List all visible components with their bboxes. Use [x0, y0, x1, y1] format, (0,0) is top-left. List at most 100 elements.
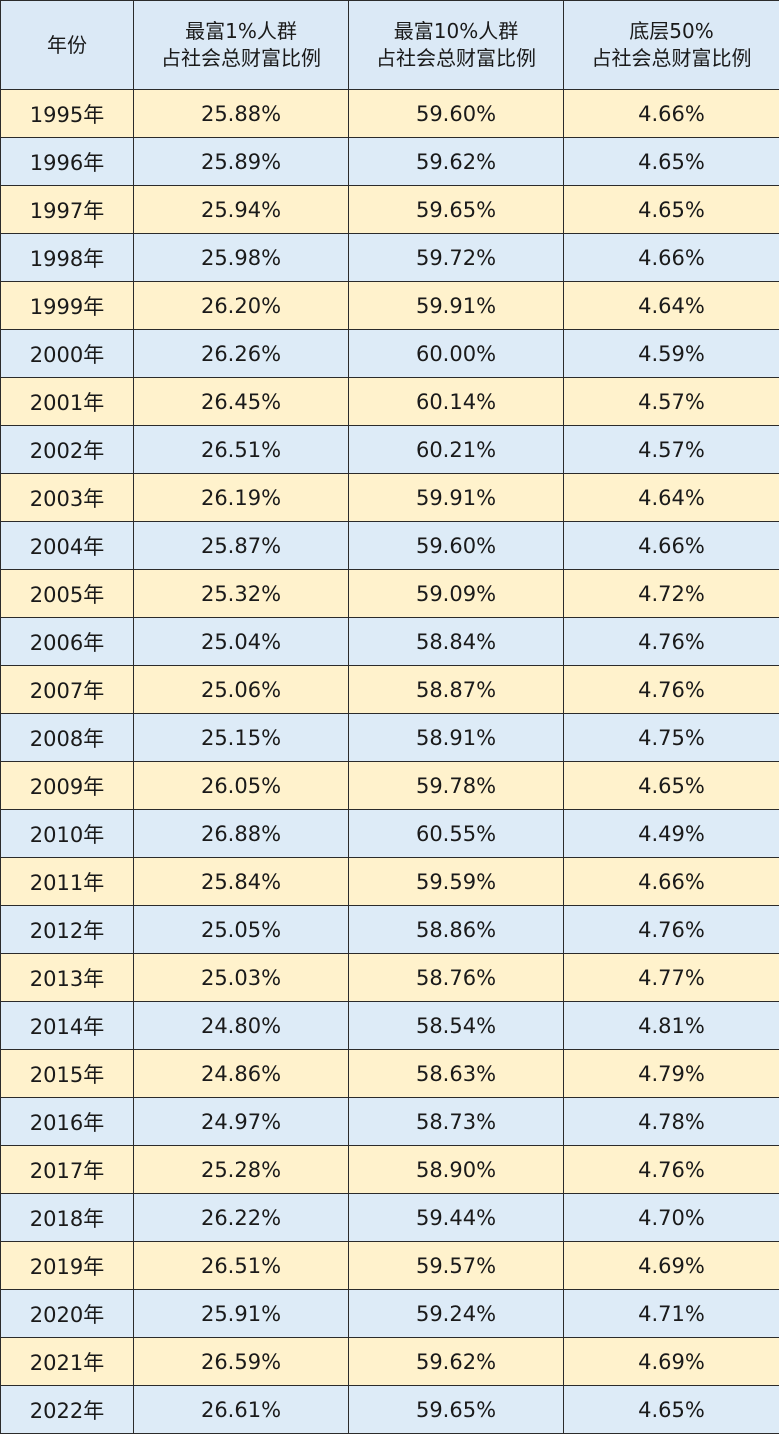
- bottom50-share-cell: 4.81%: [563, 1001, 779, 1050]
- bottom50-share-cell: 4.64%: [563, 281, 779, 330]
- table-row: 2010年 26.88% 60.55% 4.49%: [0, 809, 779, 858]
- bottom50-share-cell: 4.66%: [563, 89, 779, 138]
- top1-share-cell: 26.88%: [133, 809, 349, 858]
- table-row: 2005年 25.32% 59.09% 4.72%: [0, 569, 779, 618]
- top1-share-cell: 26.61%: [133, 1385, 349, 1434]
- year-cell: 2019年: [0, 1241, 134, 1290]
- table-header: 年份 最富1%人群 占社会总财富比例 最富10%人群 占社会总财富比例 底层50…: [0, 0, 779, 90]
- top1-share-cell: 26.19%: [133, 473, 349, 522]
- table-row: 2006年 25.04% 58.84% 4.76%: [0, 617, 779, 666]
- bottom50-share-cell: 4.49%: [563, 809, 779, 858]
- bottom50-share-cell: 4.76%: [563, 905, 779, 954]
- year-cell: 2001年: [0, 377, 134, 426]
- bottom50-share-cell: 4.69%: [563, 1241, 779, 1290]
- top1-share-cell: 25.84%: [133, 857, 349, 906]
- year-cell: 2015年: [0, 1049, 134, 1098]
- table-row: 2016年 24.97% 58.73% 4.78%: [0, 1097, 779, 1146]
- header-bottom50-line2: 占社会总财富比例: [591, 46, 752, 70]
- table-row: 2009年 26.05% 59.78% 4.65%: [0, 761, 779, 810]
- top10-share-cell: 58.73%: [348, 1097, 564, 1146]
- table-row: 1995年 25.88% 59.60% 4.66%: [0, 89, 779, 138]
- table-row: 2018年 26.22% 59.44% 4.70%: [0, 1193, 779, 1242]
- table-row: 2012年 25.05% 58.86% 4.76%: [0, 905, 779, 954]
- top10-share-cell: 59.91%: [348, 473, 564, 522]
- year-cell: 2018年: [0, 1193, 134, 1242]
- bottom50-share-cell: 4.69%: [563, 1337, 779, 1386]
- bottom50-share-cell: 4.66%: [563, 857, 779, 906]
- bottom50-share-cell: 4.76%: [563, 1145, 779, 1194]
- top10-share-cell: 59.91%: [348, 281, 564, 330]
- header-bottom50: 底层50% 占社会总财富比例: [563, 0, 779, 90]
- top10-share-cell: 60.00%: [348, 329, 564, 378]
- top10-share-cell: 59.44%: [348, 1193, 564, 1242]
- header-bottom50-line1: 底层50%: [629, 19, 714, 43]
- top10-share-cell: 59.59%: [348, 857, 564, 906]
- year-cell: 1999年: [0, 281, 134, 330]
- header-top1-line2: 占社会总财富比例: [161, 46, 321, 70]
- top10-share-cell: 58.63%: [348, 1049, 564, 1098]
- top10-share-cell: 59.62%: [348, 137, 564, 186]
- bottom50-share-cell: 4.64%: [563, 473, 779, 522]
- year-cell: 1998年: [0, 233, 134, 282]
- bottom50-share-cell: 4.75%: [563, 713, 779, 762]
- top1-share-cell: 26.05%: [133, 761, 349, 810]
- top1-share-cell: 26.20%: [133, 281, 349, 330]
- bottom50-share-cell: 4.66%: [563, 521, 779, 570]
- top10-share-cell: 60.21%: [348, 425, 564, 474]
- bottom50-share-cell: 4.76%: [563, 617, 779, 666]
- bottom50-share-cell: 4.65%: [563, 137, 779, 186]
- year-cell: 1996年: [0, 137, 134, 186]
- year-cell: 2005年: [0, 569, 134, 618]
- top1-share-cell: 26.51%: [133, 425, 349, 474]
- top1-share-cell: 25.98%: [133, 233, 349, 282]
- top1-share-cell: 25.94%: [133, 185, 349, 234]
- top1-share-cell: 25.32%: [133, 569, 349, 618]
- bottom50-share-cell: 4.78%: [563, 1097, 779, 1146]
- top10-share-cell: 58.54%: [348, 1001, 564, 1050]
- table-row: 2021年 26.59% 59.62% 4.69%: [0, 1337, 779, 1386]
- top10-share-cell: 59.57%: [348, 1241, 564, 1290]
- top10-share-cell: 58.84%: [348, 617, 564, 666]
- bottom50-share-cell: 4.65%: [563, 761, 779, 810]
- year-cell: 2008年: [0, 713, 134, 762]
- top10-share-cell: 60.14%: [348, 377, 564, 426]
- year-cell: 2000年: [0, 329, 134, 378]
- top10-share-cell: 59.60%: [348, 521, 564, 570]
- top1-share-cell: 26.22%: [133, 1193, 349, 1242]
- top1-share-cell: 25.06%: [133, 665, 349, 714]
- table-body: 1995年 25.88% 59.60% 4.66% 1996年 25.89% 59.62% 4…: [0, 89, 779, 1434]
- year-cell: 1997年: [0, 185, 134, 234]
- top1-share-cell: 24.80%: [133, 1001, 349, 1050]
- table-row: 2001年 26.45% 60.14% 4.57%: [0, 377, 779, 426]
- year-cell: 2011年: [0, 857, 134, 906]
- year-cell: 2007年: [0, 665, 134, 714]
- top10-share-cell: 59.65%: [348, 1385, 564, 1434]
- bottom50-share-cell: 4.77%: [563, 953, 779, 1002]
- top10-share-cell: 58.91%: [348, 713, 564, 762]
- year-cell: 2004年: [0, 521, 134, 570]
- header-top1: 最富1%人群 占社会总财富比例: [133, 0, 349, 90]
- table-row: 2014年 24.80% 58.54% 4.81%: [0, 1001, 779, 1050]
- bottom50-share-cell: 4.65%: [563, 1385, 779, 1434]
- bottom50-share-cell: 4.76%: [563, 665, 779, 714]
- top1-share-cell: 25.05%: [133, 905, 349, 954]
- year-cell: 2012年: [0, 905, 134, 954]
- top1-share-cell: 26.51%: [133, 1241, 349, 1290]
- table-row: 2004年 25.87% 59.60% 4.66%: [0, 521, 779, 570]
- year-cell: 2021年: [0, 1337, 134, 1386]
- top1-share-cell: 25.89%: [133, 137, 349, 186]
- table-row: 1996年 25.89% 59.62% 4.65%: [0, 137, 779, 186]
- table-row: 1998年 25.98% 59.72% 4.66%: [0, 233, 779, 282]
- year-cell: 2020年: [0, 1289, 134, 1338]
- top1-share-cell: 25.91%: [133, 1289, 349, 1338]
- top10-share-cell: 59.62%: [348, 1337, 564, 1386]
- bottom50-share-cell: 4.57%: [563, 425, 779, 474]
- year-cell: 2003年: [0, 473, 134, 522]
- top10-share-cell: 58.87%: [348, 665, 564, 714]
- header-row: 年份 最富1%人群 占社会总财富比例 最富10%人群 占社会总财富比例 底层50…: [0, 0, 779, 90]
- top1-share-cell: 25.15%: [133, 713, 349, 762]
- header-top10-line1: 最富10%人群: [393, 19, 519, 43]
- header-top10-line2: 占社会总财富比例: [376, 46, 536, 70]
- table-row: 2019年 26.51% 59.57% 4.69%: [0, 1241, 779, 1290]
